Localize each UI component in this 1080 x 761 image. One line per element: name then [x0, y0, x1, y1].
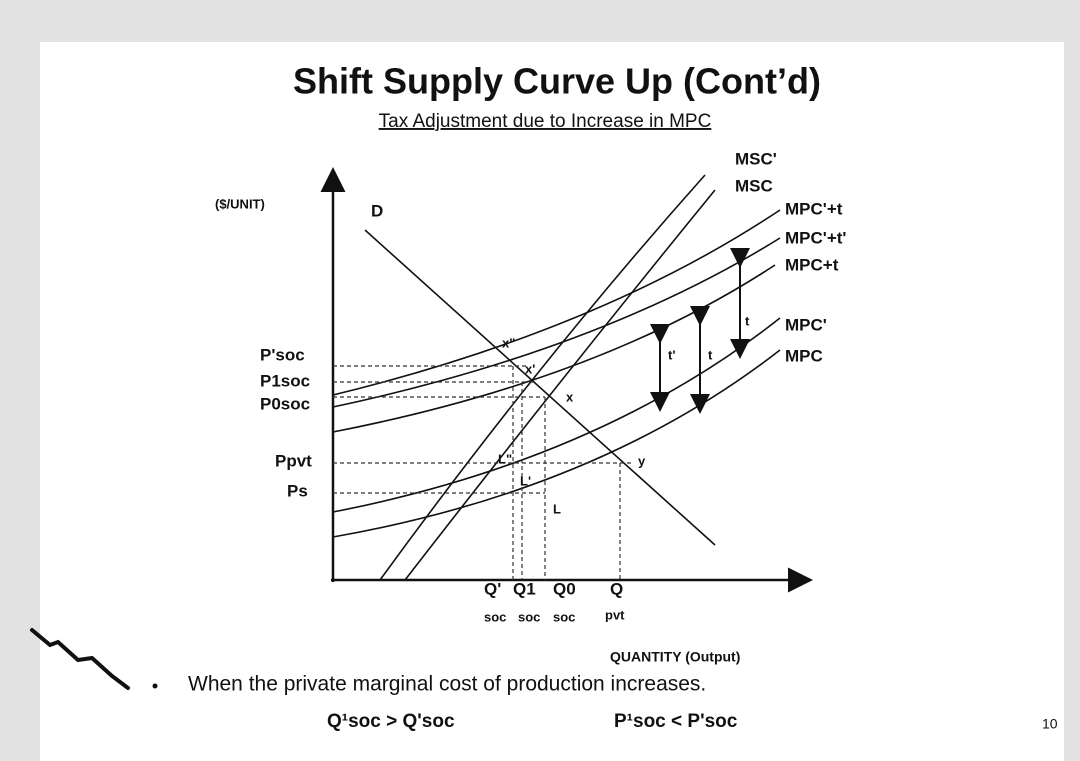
x-axis-label: QUANTITY (Output) [610, 649, 740, 665]
quantity-label: Q [610, 579, 623, 598]
point-label: L [553, 501, 561, 516]
mpc-prime-curve [332, 317, 781, 513]
demand-curve [364, 229, 716, 546]
bullet-dot [152, 683, 158, 689]
curve-label: MPC'+t' [785, 228, 846, 247]
comparison: Q¹soc > Q'soc [327, 711, 455, 732]
y-axis-label: ($/UNIT) [215, 196, 265, 211]
point-label: L" [498, 451, 512, 466]
point-label: t' [668, 347, 675, 362]
point-label: x' [525, 361, 535, 376]
curve-label: MPC+t [785, 255, 839, 274]
price-label: Ps [287, 481, 308, 500]
point-label: x [566, 389, 574, 404]
quantity-sub-label: soc [484, 609, 506, 624]
page-number: 10 [1042, 716, 1058, 732]
quantity-label: Q0 [553, 579, 576, 598]
slide-background [40, 42, 1064, 761]
curve-label: MSC [735, 176, 773, 195]
bullet-text: When the private marginal cost of produc… [188, 673, 706, 696]
demand-label: D [371, 201, 383, 220]
mpc-prime-t-prime-curve [332, 237, 781, 408]
curve-label: MPC [785, 346, 823, 365]
point-label: t [708, 347, 713, 362]
msc-curve [404, 189, 716, 581]
point-label: t [745, 313, 750, 328]
price-label: Ppvt [275, 451, 312, 470]
quantity-sub-label: soc [518, 609, 540, 624]
curve-label: MPC'+t [785, 199, 843, 218]
price-label: P'soc [260, 345, 305, 364]
mpc-curve [332, 349, 781, 538]
comparison: P¹soc < P'soc [614, 711, 738, 732]
curve-label: MSC' [735, 149, 777, 168]
price-label: P0soc [260, 394, 310, 413]
point-label: y [638, 453, 646, 468]
price-label: P1soc [260, 371, 310, 390]
point-label: L' [520, 473, 531, 488]
pen-stroke [30, 628, 130, 690]
diagram: ($/UNIT) D MSC' MSC MPC'+t MPC'+t' MPC+t… [215, 149, 846, 664]
subtitle: Tax Adjustment due to Increase in MPC [379, 111, 712, 132]
title: Shift Supply Curve Up (Cont’d) [293, 61, 821, 102]
quantity-label: Q' [484, 579, 501, 598]
quantity-sub-label: soc [553, 609, 575, 624]
msc-prime-curve [379, 174, 706, 581]
mpc-prime-t-curve [332, 209, 781, 396]
quantity-label: Q1 [513, 579, 536, 598]
point-label: x" [502, 335, 515, 350]
quantity-sub-label: pvt [605, 607, 625, 622]
mpc-t-curve [332, 264, 776, 433]
curve-label: MPC' [785, 315, 827, 334]
